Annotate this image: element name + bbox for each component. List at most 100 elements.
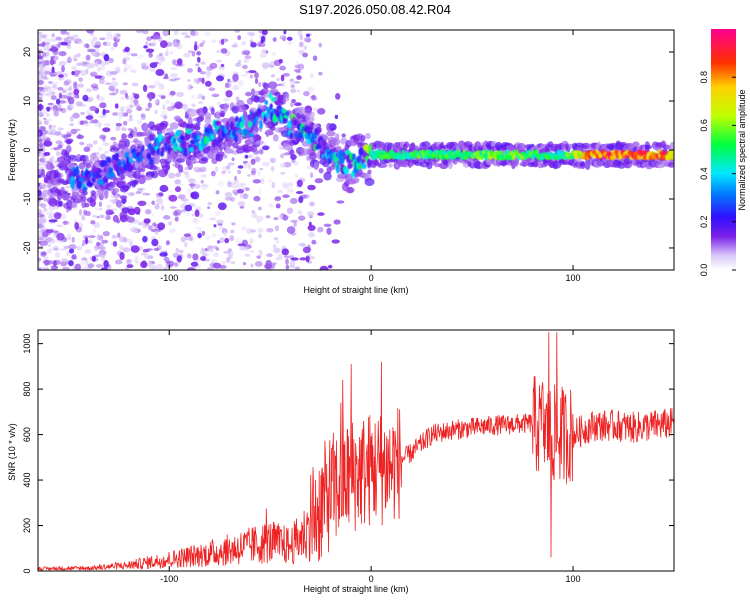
spectrogram-speckle: [247, 163, 252, 170]
spectrogram-speckle: [81, 214, 86, 221]
spectrogram-speckle: [213, 245, 218, 250]
spectrogram-speckle: [237, 35, 242, 41]
spectrogram-speckle: [298, 41, 304, 48]
spectrogram-speckle: [63, 245, 70, 249]
spectrogram-speckle: [245, 187, 250, 191]
spectrogram-blob: [252, 179, 261, 184]
spectrogram-blob: [307, 184, 316, 191]
spectrogram-ridge: [232, 129, 236, 137]
spectrogram-speckle: [255, 215, 264, 222]
spectrogram-speckle: [185, 173, 190, 179]
spectrogram-speckle: [61, 89, 67, 94]
spectrogram-speckle: [227, 162, 235, 166]
spectrogram-blob: [50, 58, 54, 66]
spectrogram-blob: [278, 58, 283, 64]
spectrogram-speckle: [222, 98, 231, 102]
spectrogram-speckle: [285, 258, 289, 265]
spectrogram-speckle: [163, 114, 168, 120]
spectrogram-speckle: [124, 63, 132, 70]
spectrogram-speckle: [135, 191, 141, 195]
spectrogram-blob: [160, 95, 166, 100]
spectrogram-speckle: [130, 229, 139, 233]
spectrogram-speckle: [180, 198, 189, 202]
spectrogram-speckle: [318, 42, 323, 48]
spectrogram-speckle: [297, 63, 305, 70]
spectrogram-speckle: [200, 61, 206, 65]
spectrogram-speckle: [169, 228, 176, 233]
spectrogram-halo: [267, 81, 278, 89]
spectrogram-blob: [159, 40, 168, 48]
colorbar: 0.0 0.2 0.4 0.6 0.8 Normalized spectral ampl…: [699, 29, 747, 276]
spectrogram-speckle: [251, 153, 255, 161]
spectrogram-ridge: [237, 129, 243, 134]
spectrogram-speckle: [122, 58, 127, 65]
spectrogram-speckle: [200, 179, 204, 184]
spectrogram-speckle: [256, 102, 263, 106]
spectrogram-ridge: [358, 147, 364, 157]
spectrogram-speckle: [105, 36, 114, 40]
spectrogram-halo: [198, 115, 205, 121]
spectrogram-ridge: [143, 160, 149, 166]
spectrogram-blob: [76, 134, 84, 140]
spectrogram-blob: [197, 56, 201, 63]
spectrogram-speckle: [159, 114, 165, 118]
spectrogram-speckle: [174, 77, 181, 81]
spectrogram-blob: [183, 233, 191, 237]
spectrogram-speckle: [241, 48, 250, 52]
spectrogram-speckle: [211, 170, 216, 177]
spectrogram-speckle: [238, 80, 244, 87]
spectrogram-speckle: [126, 259, 132, 265]
spectrogram-speckle: [259, 52, 267, 59]
spectrogram-blob: [51, 66, 55, 74]
spectrogram-speckle: [158, 83, 165, 90]
spectrogram-blob: [174, 101, 183, 110]
spectrogram-speckle: [199, 42, 204, 48]
spectrogram-blob: [250, 42, 257, 48]
spectrogram-speckle: [65, 131, 72, 138]
spectrogram-speckle: [298, 215, 306, 221]
spectrogram-speckle: [180, 209, 186, 213]
spectrogram-speckle: [125, 238, 133, 244]
spectrogram-speckle: [211, 93, 220, 98]
spectrogram-speckle: [58, 100, 66, 104]
spectrogram-blob: [38, 86, 45, 91]
spectrogram-halo: [388, 163, 393, 168]
spectrogram-blob: [302, 52, 308, 58]
spectrogram-blob: [224, 237, 230, 244]
spectrogram-halo: [196, 107, 207, 117]
spectrogram-speckle: [107, 33, 115, 37]
spectrogram-blob: [48, 219, 58, 223]
spectrogram-speckle: [192, 218, 200, 225]
spectrogram-speckle: [71, 236, 75, 243]
spectrogram-speckle: [50, 129, 57, 136]
spectrogram-halo: [219, 110, 226, 118]
spectrogram-speckle: [47, 243, 52, 247]
spectrogram-speckle: [117, 111, 123, 115]
spectrogram-speckle: [156, 198, 164, 205]
spectrogram-speckle: [161, 204, 165, 211]
spectrogram-speckle: [235, 96, 240, 102]
spectrogram-blob: [73, 88, 80, 96]
spectrogram-speckle: [183, 52, 191, 58]
spectrogram-speckle: [77, 83, 85, 88]
spectrogram-speckle: [188, 183, 196, 187]
spectrogram-speckle: [271, 181, 276, 189]
spectrogram-halo: [516, 142, 526, 152]
spectrogram-speckle: [164, 100, 171, 105]
spectrogram-speckle: [217, 219, 224, 225]
spectrogram-speckle: [223, 154, 228, 159]
spectrogram-halo: [84, 202, 90, 208]
spectrogram-halo: [155, 154, 160, 164]
spectrogram-speckle: [56, 224, 64, 228]
spectrogram-speckle: [183, 171, 189, 175]
spectrogram-speckle: [276, 77, 280, 82]
spectrogram-speckle: [312, 55, 318, 61]
spectrogram-blob: [217, 202, 227, 211]
spectrogram-speckle: [153, 99, 159, 104]
spectrogram-blob: [251, 88, 256, 96]
spectrogram-speckle: [194, 41, 198, 45]
spectrogram-speckle: [111, 234, 118, 239]
spectrogram-speckle: [87, 263, 95, 268]
spectrogram-speckle: [41, 215, 47, 221]
spectrogram-speckle: [51, 84, 57, 89]
